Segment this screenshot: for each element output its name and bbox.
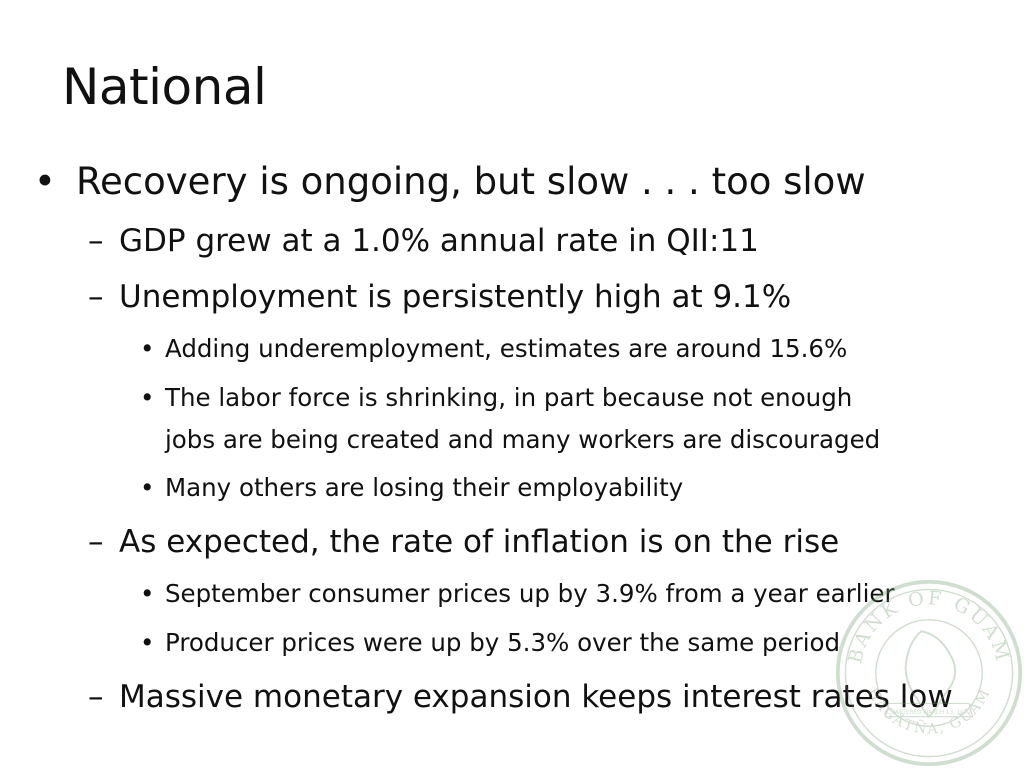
bullet-marker: • xyxy=(140,579,155,608)
sub-sub-bullet-text: Many others are losing their employabili… xyxy=(165,473,684,502)
sub-bullet-text: GDP grew at a 1.0% annual rate in QII:11 xyxy=(119,223,759,259)
sub-sub-bullet-text: September consumer prices up by 3.9% fro… xyxy=(165,579,895,608)
dash-marker: – xyxy=(88,679,104,715)
dash-marker: – xyxy=(88,223,104,259)
slide-title: National xyxy=(62,58,267,116)
bullet-marker: • xyxy=(140,383,155,412)
sub-sub-bullet-text: Producer prices were up by 5.3% over the… xyxy=(165,628,841,657)
bullet-marker: • xyxy=(34,160,56,203)
sub-bullet-text: Massive monetary expansion keeps interes… xyxy=(119,679,953,715)
bullet-marker: • xyxy=(140,334,155,363)
sub-bullet-text: As expected, the rate of inflation is on… xyxy=(119,524,840,560)
text-line: jobs are being created and many workers … xyxy=(165,425,881,454)
bullet-text: Recovery is ongoing, but slow . . . too … xyxy=(76,160,866,203)
sub-sub-bullet-text: Adding underemployment, estimates are ar… xyxy=(165,334,848,363)
dash-marker: – xyxy=(88,279,104,315)
dash-marker: – xyxy=(88,524,104,560)
sub-bullet-text: Unemployment is persistently high at 9.1… xyxy=(119,279,792,315)
text-line: The labor force is shrinking, in part be… xyxy=(165,383,853,412)
svg-text:CHARTERED MARCH 13, 1972: CHARTERED MARCH 13, 1972 xyxy=(887,710,972,716)
bullet-marker: • xyxy=(140,473,155,502)
bank-of-guam-seal-icon: BANK OF GUAM HAGÅTÑA, GUAM CHARTERED MAR… xyxy=(835,579,1023,767)
sub-sub-bullet-text: The labor force is shrinking, in part be… xyxy=(165,377,880,461)
bullet-marker: • xyxy=(140,628,155,657)
svg-text:BANK OF GUAM: BANK OF GUAM xyxy=(844,587,1014,666)
